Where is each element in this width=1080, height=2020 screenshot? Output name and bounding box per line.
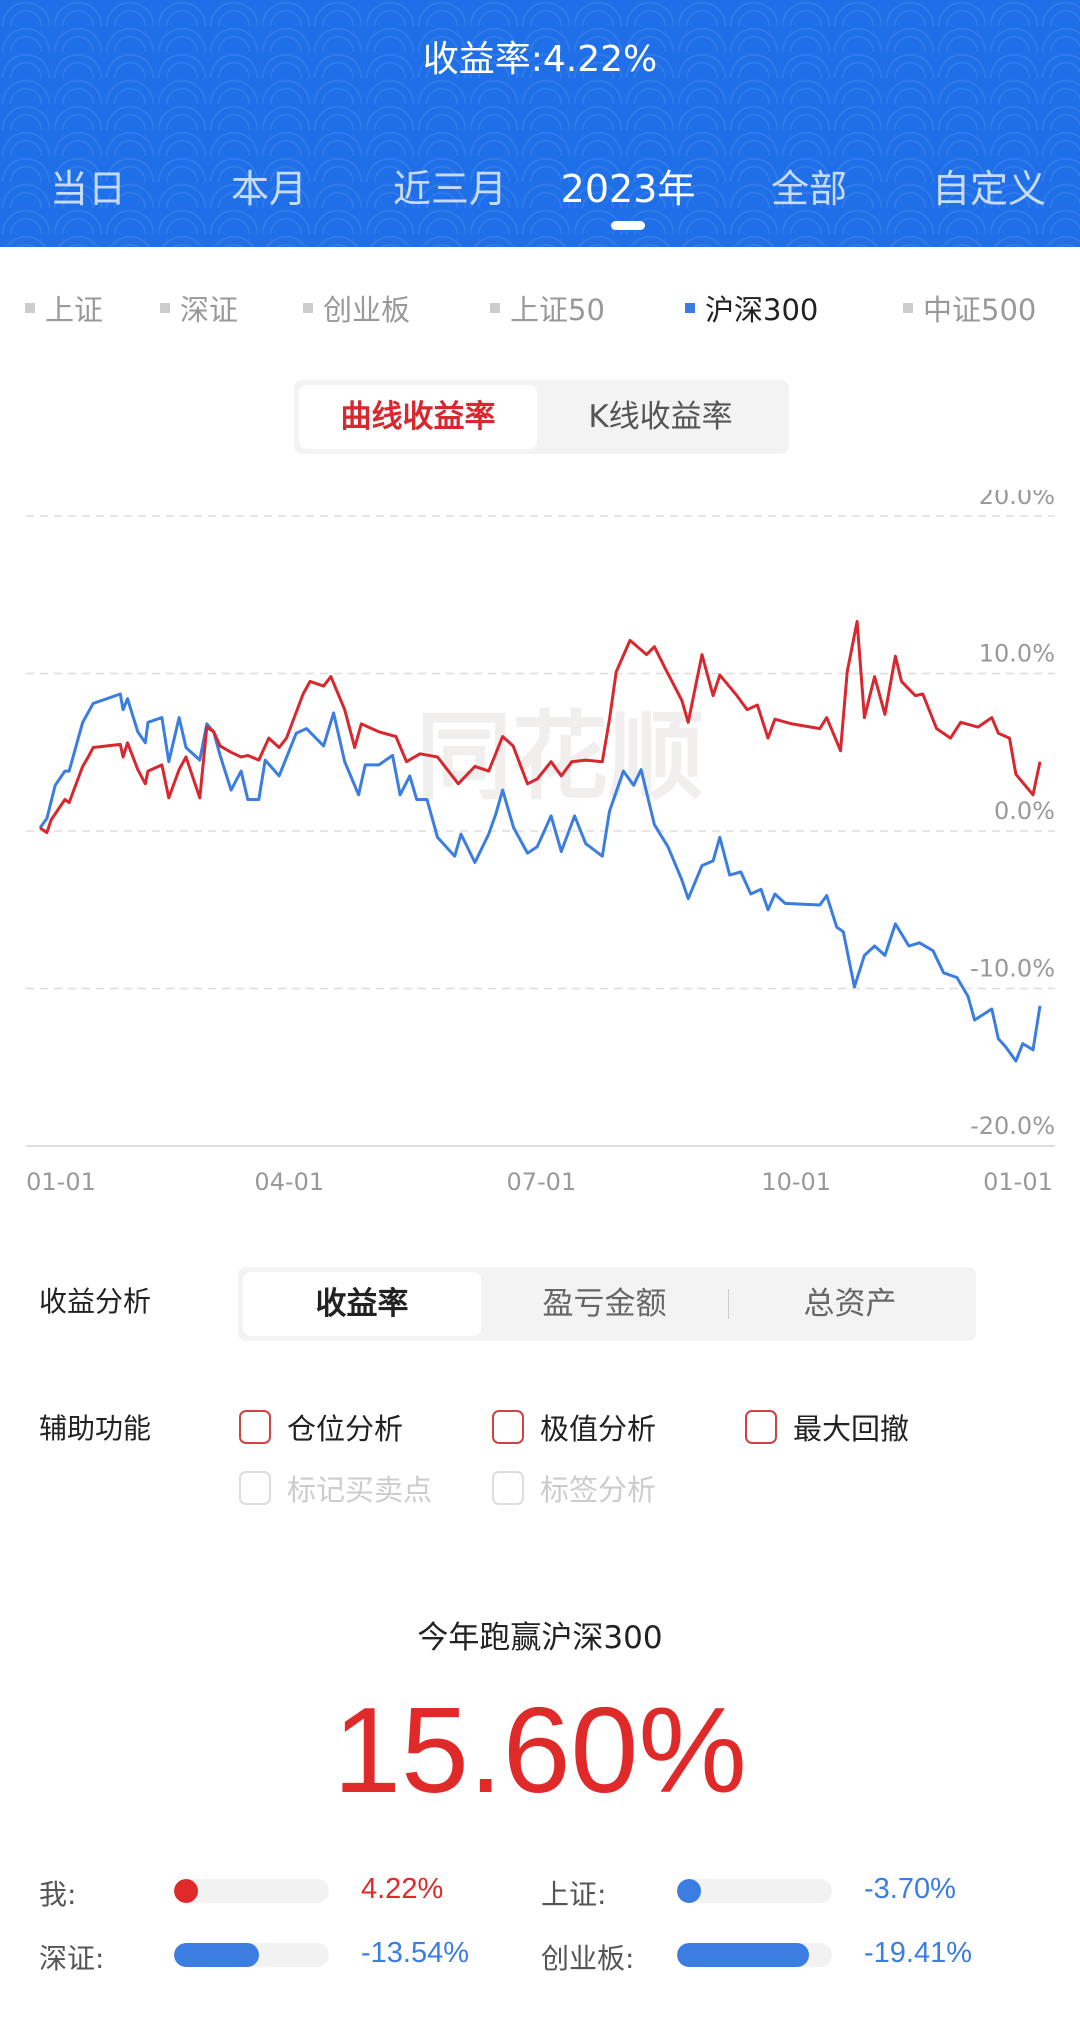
square-icon [903, 303, 913, 313]
checkbox-label: 仓位分析 [287, 1412, 404, 1446]
index-label: 上证 [45, 293, 104, 327]
compare-value: -19.41% [864, 1937, 973, 1969]
y-tick-label: 10.0% [979, 640, 1055, 668]
return-chart[interactable]: 同花顺 20.0% 10.0% 0.0% -10.0% -20.0% 01-01 04-01… [0, 490, 1080, 1210]
x-tick-label: 01-01 [26, 1168, 96, 1196]
trade-points-checkbox: 标记买卖点 [239, 1467, 432, 1509]
chart-type-toggle: 曲线收益率 K线收益率 [294, 380, 789, 454]
square-icon [490, 303, 500, 313]
checkbox-label: 标签分析 [540, 1473, 657, 1507]
curve-return-button[interactable]: 曲线收益率 [299, 385, 537, 449]
compare-value: -13.54% [361, 1937, 470, 1969]
total-assets-option[interactable]: 总资产 [803, 1286, 897, 1322]
checkbox-icon [492, 1410, 524, 1444]
position-analysis-checkbox[interactable]: 仓位分析 [239, 1406, 403, 1448]
divider [728, 1289, 729, 1319]
compare-value: 4.22% [361, 1873, 444, 1905]
index-selector: 上证 深证 创业板 上证50 沪深300 中证500 [0, 287, 1080, 327]
aux-label: 辅助功能 [39, 1412, 152, 1445]
compare-bar [174, 1943, 329, 1967]
index-label: 上证50 [510, 293, 605, 327]
y-tick-label: 0.0% [994, 797, 1055, 825]
tag-analysis-checkbox: 标签分析 [492, 1467, 656, 1509]
analysis-label: 收益分析 [39, 1285, 152, 1318]
tab-2023[interactable]: 2023年 [560, 167, 696, 211]
index-label: 沪深300 [705, 293, 819, 327]
series-line-mine [39, 620, 1042, 835]
compare-bar-fill [174, 1943, 260, 1967]
checkbox-label: 极值分析 [540, 1412, 657, 1446]
compare-bar [677, 1943, 832, 1967]
series-line-csi300 [38, 692, 1042, 1063]
profit-amount-option[interactable]: 盈亏金额 [542, 1286, 667, 1322]
compare-bar-fill [677, 1943, 809, 1967]
checkbox-icon [239, 1410, 271, 1444]
x-tick-label: 01-01 [983, 1168, 1053, 1196]
tab-this-month[interactable]: 本月 [230, 167, 308, 211]
kline-return-button[interactable]: K线收益率 [588, 399, 733, 435]
compare-bar [174, 1879, 329, 1903]
checkbox-label: 最大回撤 [793, 1412, 910, 1446]
checkbox-label: 标记买卖点 [287, 1473, 433, 1507]
y-tick-label: -10.0% [970, 955, 1055, 983]
index-chinext[interactable]: 创业板 [303, 287, 410, 329]
header: 收益率:4.22% 当日 本月 近三月 2023年 全部 自定义 [0, 0, 1080, 247]
x-tick-label: 07-01 [506, 1168, 576, 1196]
tab-today[interactable]: 当日 [49, 167, 127, 211]
compare-label: 创业板: [541, 1942, 635, 1975]
tab-three-months[interactable]: 近三月 [392, 167, 508, 211]
square-icon [25, 303, 35, 313]
y-tick-label: 20.0% [979, 490, 1055, 510]
compare-label: 上证: [541, 1878, 607, 1911]
index-label: 中证500 [923, 293, 1037, 327]
compare-bar-fill [174, 1879, 198, 1903]
square-icon [160, 303, 170, 313]
square-icon [303, 303, 313, 313]
index-csi500[interactable]: 中证500 [903, 287, 1036, 329]
compare-label: 深证: [39, 1942, 105, 1975]
watermark-logo: 同花顺 [416, 701, 704, 813]
x-tick-label: 10-01 [761, 1168, 831, 1196]
compare-value: -3.70% [864, 1873, 956, 1905]
x-tick-label: 04-01 [254, 1168, 324, 1196]
compare-label: 我: [39, 1878, 77, 1911]
y-tick-label: -20.0% [970, 1112, 1055, 1140]
period-tabs: 当日 本月 近三月 2023年 全部 自定义 [0, 158, 1080, 211]
index-shenzhen[interactable]: 深证 [160, 287, 238, 329]
index-label: 创业板 [323, 293, 411, 327]
tab-all[interactable]: 全部 [770, 167, 848, 211]
checkbox-icon [492, 1471, 524, 1505]
beat-caption: 今年跑赢沪深300 [417, 1620, 663, 1656]
index-csi300[interactable]: 沪深300 [685, 287, 818, 329]
max-drawdown-checkbox[interactable]: 最大回撤 [745, 1406, 909, 1448]
return-rate-option[interactable]: 收益率 [243, 1272, 481, 1336]
analysis-segment: 收益率 盈亏金额 总资产 [238, 1267, 976, 1341]
extreme-analysis-checkbox[interactable]: 极值分析 [492, 1406, 656, 1448]
beat-value: 15.60% [333, 1682, 747, 1818]
compare-bar-fill [677, 1879, 701, 1903]
compare-bar [677, 1879, 832, 1903]
active-tab-indicator [611, 221, 645, 230]
tab-custom[interactable]: 自定义 [931, 167, 1047, 211]
index-label: 深证 [180, 293, 239, 327]
index-shanghai[interactable]: 上证 [25, 287, 103, 329]
checkbox-icon [239, 1471, 271, 1505]
checkbox-icon [745, 1410, 777, 1444]
return-rate-title: 收益率:4.22% [422, 39, 658, 80]
square-icon [685, 303, 695, 313]
index-sse50[interactable]: 上证50 [490, 287, 605, 329]
